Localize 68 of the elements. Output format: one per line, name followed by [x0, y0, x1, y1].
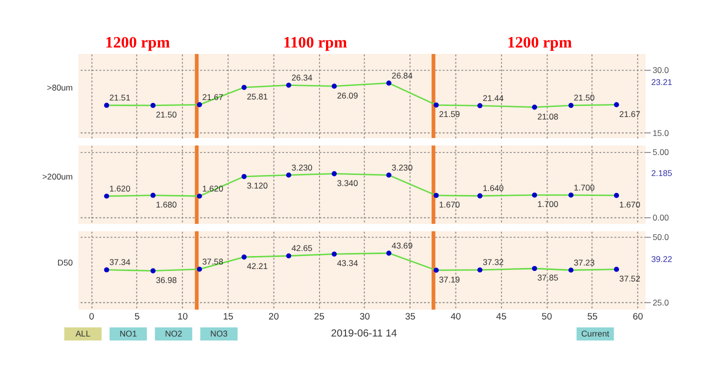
data-label: 26.09 [337, 90, 358, 100]
y-tick-label: 50.0 [652, 232, 670, 242]
y-tick-label: 0.00 [652, 212, 670, 223]
data-label: 1.700 [574, 182, 596, 192]
x-tick-label: 20 [268, 311, 279, 322]
data-label: 21.50 [156, 110, 178, 120]
data-label: 25.81 [246, 92, 268, 102]
text: NO2 [164, 328, 183, 339]
data-label: 1.670 [439, 200, 460, 210]
text: 2019-06-11 14 [331, 328, 398, 340]
data-label: 36.98 [156, 274, 178, 285]
data-label: 21.50 [574, 92, 596, 103]
x-tick-label: 35 [405, 311, 416, 322]
x-tick-label: 60 [632, 311, 644, 322]
y-tick-label: 15.0 [652, 128, 670, 138]
text: 2.185 [651, 168, 673, 178]
data-label: 21.59 [439, 109, 460, 120]
data-label: 21.44 [482, 92, 504, 103]
y-tick-label: 5.00 [652, 147, 670, 158]
x-tick-label: 10 [177, 311, 188, 322]
data-label: 37.58 [202, 256, 224, 267]
y-axis-title: >200um [42, 172, 73, 182]
x-tick-label: 45 [496, 311, 506, 322]
data-label: 37.34 [109, 257, 131, 268]
data-label: 37.32 [482, 257, 504, 268]
text: NO3 [210, 328, 228, 339]
text: 1100 rpm [283, 34, 348, 52]
x-tick-label: 55 [587, 311, 598, 322]
x-tick-label: 15 [222, 311, 234, 322]
data-label: 42.65 [292, 243, 313, 254]
y-axis-title: D50 [57, 257, 74, 268]
text: 39.22 [651, 254, 673, 264]
data-label: 3.230 [392, 162, 413, 172]
text: Current [581, 328, 610, 339]
y-tick-label: 25.0 [652, 298, 670, 308]
data-label: 21.08 [537, 111, 559, 122]
data-label: 26.34 [292, 72, 313, 83]
text: ALL [75, 328, 91, 339]
data-label: 37.19 [439, 274, 460, 284]
y-tick-label: 30.0 [652, 65, 670, 76]
x-tick-label: 50 [542, 311, 552, 322]
data-label: 37.85 [537, 272, 559, 283]
x-tick-label: 25 [314, 311, 324, 322]
text: 1200 rpm [507, 34, 572, 52]
data-label: 21.67 [619, 108, 641, 119]
data-label: 3.230 [292, 162, 313, 172]
data-label: 43.34 [337, 258, 358, 268]
text: 23.21 [651, 76, 673, 87]
data-label: 1.670 [619, 200, 641, 210]
data-label: 26.84 [392, 70, 413, 80]
x-tick-label: 30 [360, 311, 370, 322]
data-label: 1.700 [537, 199, 559, 210]
data-label: 1.680 [156, 199, 178, 210]
y-axis-title: >80um [46, 82, 73, 92]
data-label: 3.120 [246, 180, 268, 191]
text: NO1 [120, 328, 138, 339]
data-label: 3.340 [337, 178, 358, 188]
data-label: 43.69 [392, 240, 413, 250]
data-label: 21.51 [109, 92, 131, 103]
data-label: 37.23 [574, 257, 596, 268]
data-label: 42.21 [246, 261, 268, 272]
x-tick-label: 5 [134, 311, 140, 322]
data-label: 1.620 [109, 183, 131, 194]
x-tick-label: 0 [88, 311, 94, 322]
x-tick-label: 40 [450, 311, 461, 322]
text: 1200 rpm [105, 34, 170, 52]
data-label: 1.640 [482, 183, 504, 194]
data-label: 37.52 [619, 273, 641, 284]
